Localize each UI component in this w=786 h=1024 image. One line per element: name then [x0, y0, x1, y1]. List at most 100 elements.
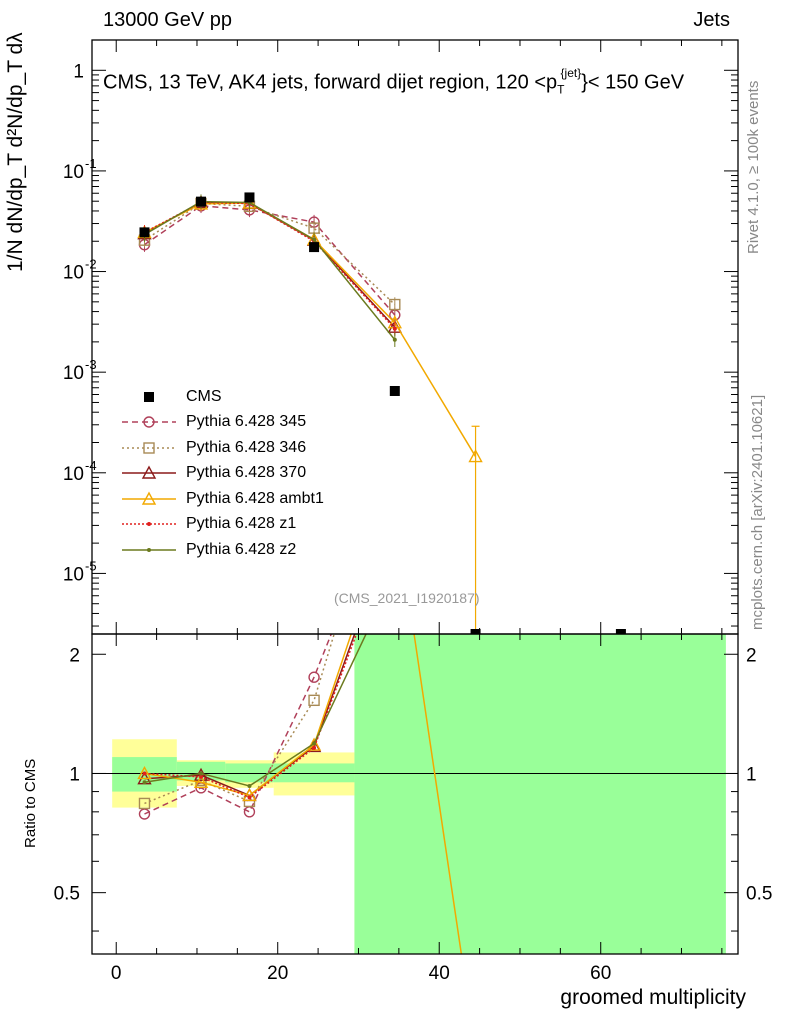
legend-marker-p345	[143, 416, 155, 428]
y-main-tick-exponent: -3	[85, 357, 97, 372]
legend-label: Pythia 6.428 370	[186, 464, 307, 482]
ratio-point-p346	[308, 694, 320, 707]
series-line-z2	[144, 200, 396, 341]
point-z2	[312, 237, 317, 242]
cms-point	[139, 227, 150, 238]
legend-item-z1: Pythia 6.428 z1	[118, 512, 378, 538]
ratio-point-z1	[247, 795, 252, 800]
ratio-line-p345	[144, 634, 333, 815]
green-band-4	[354, 634, 726, 954]
y-main-tick-label: 10	[63, 263, 84, 284]
legend-label: Pythia 6.428 346	[186, 438, 307, 456]
legend-swatch-p345	[122, 416, 176, 428]
cms-point	[196, 196, 207, 207]
legend-label: Pythia 6.428 z1	[186, 515, 297, 533]
y-ratio-tick-label: 2	[69, 645, 80, 666]
point-z2	[392, 337, 397, 342]
y-main-tick-label: 10	[63, 564, 84, 585]
ratio-point-z1	[142, 771, 147, 776]
legend-swatch-cms	[144, 391, 154, 402]
cms-point	[615, 629, 626, 634]
y-main-tick-label: 10	[63, 162, 84, 183]
main-y-axis-label: 1/N dN/dp_T d²N/dp_T dλ	[4, 32, 27, 272]
y-main-tick-exponent: -1	[85, 156, 97, 171]
legend-marker-z2	[147, 547, 151, 552]
x-axis-label: groomed multiplicity	[560, 986, 746, 1009]
y-main-tick-exponent: -4	[85, 458, 97, 473]
legend-marker-p370	[141, 465, 157, 479]
series-line-z1	[144, 201, 396, 330]
x-tick-label: 60	[590, 963, 611, 984]
legend-swatch-p346	[122, 442, 176, 454]
legend-marker-z1	[147, 522, 151, 527]
green-band-2	[225, 763, 274, 783]
y-ratio-tick-label-right: 2	[746, 645, 757, 666]
legend-label: Pythia 6.428 z2	[186, 540, 297, 558]
ratio-point-p346	[138, 797, 151, 810]
legend-item-cms: CMS	[118, 384, 378, 410]
analysis-watermark: (CMS_2021_I1920187)	[334, 590, 480, 606]
y-ratio-tick-label: 0.5	[54, 884, 80, 905]
legend-label: Pythia 6.428 345	[186, 413, 307, 431]
energy-label: 13000 GeV pp	[103, 9, 232, 31]
cms-point	[470, 629, 481, 634]
legend-item-p370: Pythia 6.428 370	[118, 461, 378, 487]
ratio-point-z1	[199, 774, 204, 779]
cms-point	[309, 242, 320, 253]
x-tick-label: 0	[111, 963, 122, 984]
legend-item-z2: Pythia 6.428 z2	[118, 537, 378, 563]
legend-marker-p346	[143, 442, 155, 454]
ratio-point-z2	[247, 783, 252, 788]
ratio-point-z2	[393, 571, 397, 575]
title-subscript: T	[557, 82, 565, 97]
y-ratio-tick-label-right: 1	[746, 764, 757, 785]
cms-point	[244, 192, 255, 203]
mcplots-credit: mcplots.cern.ch [arXiv:2401.10621]	[749, 394, 766, 630]
ratio-point-p345	[308, 671, 320, 683]
legend-marker-ambt1	[141, 491, 157, 505]
y-main-tick-exponent: -5	[85, 558, 97, 573]
legend-swatch-p370	[122, 465, 176, 479]
ratio-frame	[91, 633, 739, 955]
y-main-tick-label: 1	[73, 61, 84, 82]
ratio-point-z1	[393, 529, 397, 533]
ratio-point-z1	[312, 745, 317, 750]
plot-title: CMS, 13 TeV, AK4 jets, forward dijet reg…	[103, 66, 685, 97]
ratio-point-p345	[390, 469, 400, 479]
y-main-tick-exponent: -2	[85, 257, 97, 272]
x-tick-label: 40	[429, 963, 450, 984]
ratio-point-z2	[142, 780, 147, 785]
legend: CMS Pythia 6.428 345 Pythia 6.428 346 Pythi…	[118, 384, 378, 563]
legend-label: CMS	[186, 387, 222, 405]
title-superscript: {jet}	[560, 66, 582, 80]
ratio-point-p370	[389, 517, 401, 528]
legend-item-ambt1: Pythia 6.428 ambt1	[118, 486, 378, 512]
rivet-credit: Rivet 4.1.0, ≥ 100k events	[745, 80, 762, 254]
series-line-p370	[144, 201, 396, 328]
legend-swatch-z2	[122, 547, 176, 552]
ratio-point-p345	[243, 806, 256, 818]
legend-swatch-z1	[122, 522, 176, 527]
legend-label: Pythia 6.428 ambt1	[186, 489, 324, 507]
x-tick-label: 20	[267, 963, 288, 984]
ratio-point-z2	[199, 771, 204, 776]
point-z1	[392, 326, 397, 331]
ratio-y-axis-label: Ratio to CMS	[22, 758, 39, 848]
ratio-line-p346	[144, 634, 335, 805]
ratio-point-ambt1	[306, 737, 322, 751]
series-line-p345	[144, 205, 396, 316]
legend-swatch-ambt1	[122, 491, 176, 505]
ratio-point-z2	[312, 741, 317, 746]
y-main-tick-label: 10	[63, 363, 84, 384]
legend-item-p345: Pythia 6.428 345	[118, 410, 378, 436]
cms-point	[389, 385, 400, 396]
green-band-3	[273, 763, 355, 783]
ratio-point-ambt1	[137, 765, 152, 780]
point-p346	[389, 298, 401, 311]
legend-item-p346: Pythia 6.428 346	[118, 435, 378, 461]
title-suffix: }< 150 GeV	[581, 71, 685, 94]
ratio-point-p346	[390, 429, 400, 439]
ratio-line-ambt1	[144, 634, 463, 954]
title-prefix: CMS, 13 TeV, AK4 jets, forward dijet reg…	[103, 71, 558, 94]
